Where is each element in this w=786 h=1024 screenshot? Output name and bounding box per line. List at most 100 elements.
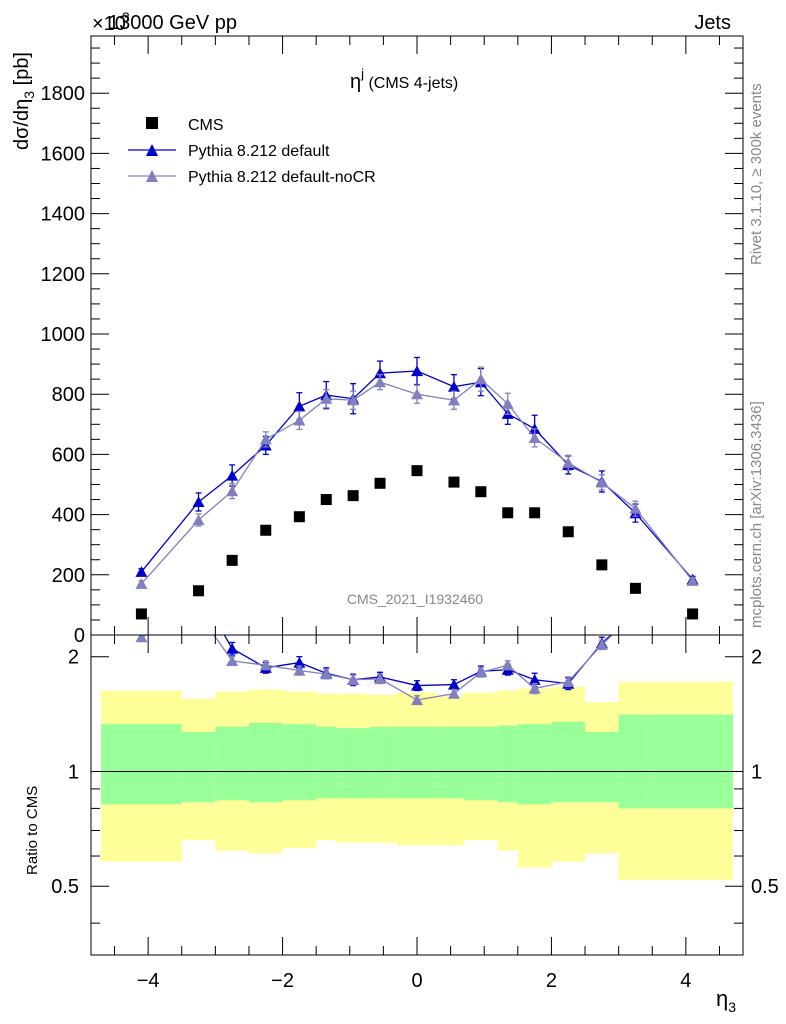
- cms-data-point: [135, 608, 147, 620]
- x-tick-label: −2: [271, 970, 294, 992]
- data-point: [686, 575, 699, 586]
- inner-uncertainty-band: [551, 721, 586, 803]
- data-point: [226, 469, 239, 481]
- inner-uncertainty-band: [369, 726, 397, 799]
- chart-title: ηj (CMS 4-jets): [350, 66, 458, 93]
- ratio-data-point: [320, 668, 333, 680]
- ratio-data-point: [293, 664, 306, 676]
- main-y-axis-label: dσ/dη3 [pb]: [11, 52, 37, 150]
- data-point: [293, 400, 306, 412]
- process-label: 13000 GeV pp: [108, 12, 237, 34]
- cms-data-point: [562, 526, 574, 538]
- legend-marker-cms: [146, 117, 158, 129]
- cms-data-point: [475, 486, 487, 498]
- x-tick-label: 0: [411, 970, 422, 992]
- data-point: [135, 578, 148, 589]
- legend-label-nocr: Pythia 8.212 default-noCR: [188, 169, 376, 186]
- inner-uncertainty-band: [316, 726, 337, 799]
- main-panel: 0 200 400 600 800 1000 1200 1400 1600 1800 CMS_20…: [11, 35, 744, 647]
- ratio-y-tick-label-right: 1: [751, 761, 762, 783]
- inner-uncertainty-band: [181, 731, 216, 803]
- ratio-data-point: [447, 678, 460, 690]
- mcplots-label: mcplots.cern.ch [arXiv:1306.3436]: [748, 401, 765, 628]
- data-point: [528, 432, 541, 443]
- data-point: [447, 394, 460, 406]
- ratio-y-tick-label: 0.5: [51, 876, 79, 898]
- cms-data-point: [374, 477, 386, 489]
- ratio-data-point: [629, 608, 641, 619]
- ratio-data-point: [474, 666, 487, 678]
- ratio-data-point: [629, 608, 641, 619]
- ratio-data-point: [447, 687, 460, 699]
- data-point: [501, 398, 514, 409]
- main-y-tick-label: 800: [52, 384, 85, 406]
- cms-data-point: [529, 507, 541, 519]
- inner-uncertainty-band: [101, 724, 182, 805]
- data-point: [293, 414, 306, 426]
- ratio-y-axis-label: Ratio to CMS: [24, 786, 41, 875]
- cms-data-point: [193, 585, 205, 597]
- cms-data-point: [411, 465, 423, 477]
- main-y-tick-label: 1200: [41, 264, 86, 286]
- data-point: [474, 373, 487, 385]
- data-point: [259, 433, 272, 445]
- cms-data-point: [260, 524, 272, 536]
- ratio-data-point: [528, 674, 541, 685]
- ratio-y-tick-label-right: 0.5: [751, 876, 779, 898]
- cms-data-point: [629, 582, 641, 594]
- main-y-tick-label: 0: [74, 625, 85, 647]
- data-point: [135, 566, 148, 577]
- cms-data-point: [687, 608, 699, 620]
- inner-uncertainty-band: [396, 726, 438, 799]
- ratio-data-point: [226, 642, 239, 654]
- main-series: [135, 356, 699, 620]
- ratio-data-point: [374, 673, 387, 684]
- ratio-frame: [90, 634, 744, 956]
- data-point: [192, 514, 205, 526]
- main-y-tick-label: 600: [52, 444, 85, 466]
- ratio-data-point: [528, 682, 541, 694]
- data-point: [226, 485, 239, 497]
- cms-data-point: [596, 559, 608, 571]
- data-point: [411, 365, 423, 377]
- data-point: [595, 476, 608, 488]
- ratio-data-point: [501, 659, 514, 671]
- legend-marker-nocr: [146, 170, 158, 182]
- x-tick-label: −4: [137, 970, 160, 992]
- inner-uncertainty-band: [282, 724, 317, 801]
- main-y-tick-label: 400: [52, 505, 85, 527]
- data-point: [629, 502, 642, 514]
- cms-data-point: [502, 507, 514, 519]
- data-point: [411, 388, 423, 400]
- main-y-tick-label: 1400: [41, 204, 86, 226]
- data-point: [447, 380, 460, 392]
- cms-data-point: [293, 511, 305, 523]
- main-y-tick-label: 1000: [41, 324, 86, 346]
- data-point: [374, 367, 387, 379]
- inner-uncertainty-band: [652, 714, 733, 809]
- ratio-data-point: [562, 675, 575, 687]
- ratio-y-tick-label-right: 2: [751, 647, 762, 669]
- ratio-panel: 0.5 0.51 12 2−4 −2 0 2 4 Ratio to CMS η3: [24, 608, 779, 1015]
- ratio-data-point: [193, 608, 205, 619]
- category-label: Jets: [694, 12, 731, 34]
- ratio-data-point: [135, 635, 148, 643]
- ratio-data-point: [411, 679, 423, 691]
- inner-uncertainty-band: [464, 726, 498, 801]
- ratio-uncertainty-bands: [91, 681, 743, 880]
- inner-uncertainty-band: [497, 725, 518, 803]
- data-point: [320, 393, 333, 404]
- main-y-tick-label: 1800: [41, 83, 86, 105]
- inner-uncertainty-band: [618, 714, 653, 809]
- data-point: [192, 496, 205, 508]
- cms-data-point: [347, 490, 359, 502]
- ratio-data-point: [347, 674, 360, 685]
- ratio-data-point: [411, 694, 423, 706]
- rivet-label: Rivet 3.1.10, ≥ 300k events: [748, 83, 765, 265]
- ratio-data-point: [293, 656, 306, 668]
- cms-data-point: [226, 554, 238, 566]
- ratio-series: [135, 608, 641, 706]
- ratio-data-point: [259, 659, 272, 671]
- legend: CMS Pythia 8.212 default Pythia 8.212 de…: [128, 117, 376, 186]
